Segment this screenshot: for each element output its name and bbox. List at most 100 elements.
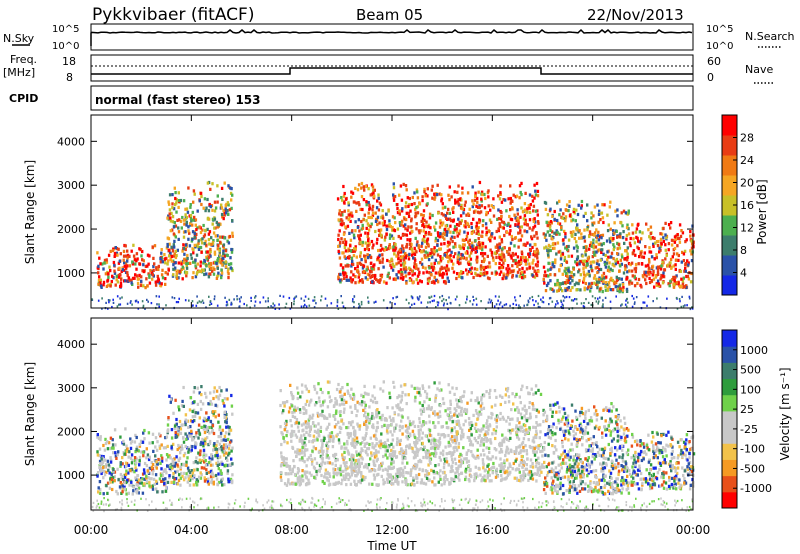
data-cell bbox=[158, 444, 161, 448]
data-cell bbox=[511, 251, 514, 256]
data-cell bbox=[342, 410, 346, 414]
data-cell bbox=[201, 237, 204, 241]
data-cell bbox=[401, 454, 404, 458]
data-cell bbox=[187, 237, 190, 241]
data-cell bbox=[672, 285, 676, 289]
data-cell bbox=[638, 255, 641, 259]
data-cell bbox=[376, 421, 379, 425]
data-cell bbox=[343, 238, 346, 242]
data-cell bbox=[673, 282, 676, 286]
data-cell bbox=[445, 264, 449, 268]
data-cell bbox=[536, 213, 539, 217]
data-cell bbox=[449, 253, 452, 258]
data-cell bbox=[622, 285, 625, 290]
data-cell bbox=[553, 231, 556, 235]
data-cell bbox=[633, 267, 636, 271]
data-cell bbox=[379, 387, 382, 391]
data-cell bbox=[593, 274, 597, 278]
data-cell bbox=[138, 478, 141, 482]
data-cell bbox=[575, 281, 578, 285]
data-cell bbox=[184, 213, 187, 217]
data-cell bbox=[194, 275, 198, 279]
data-cell bbox=[496, 243, 499, 247]
data-cell bbox=[364, 276, 367, 280]
data-cell bbox=[574, 232, 577, 236]
data-cell bbox=[218, 260, 221, 264]
data-cell bbox=[166, 216, 169, 220]
data-cell bbox=[146, 298, 148, 301]
data-cell bbox=[192, 483, 195, 487]
data-cell bbox=[474, 209, 477, 213]
data-cell bbox=[342, 184, 345, 189]
data-cell bbox=[160, 467, 163, 471]
data-cell bbox=[200, 466, 204, 470]
data-cell bbox=[661, 281, 665, 285]
data-cell bbox=[189, 474, 192, 478]
data-cell bbox=[567, 244, 570, 249]
data-cell bbox=[254, 295, 257, 298]
data-cell bbox=[356, 261, 359, 266]
data-cell bbox=[199, 399, 202, 404]
data-cell bbox=[517, 259, 521, 263]
data-cell bbox=[161, 473, 165, 477]
colorbar-tick-label: 8 bbox=[740, 244, 747, 257]
data-cell bbox=[330, 431, 334, 435]
data-cell bbox=[193, 260, 197, 264]
data-cell bbox=[528, 252, 531, 256]
data-cell bbox=[398, 248, 402, 252]
data-cell bbox=[476, 255, 479, 259]
data-cell bbox=[113, 475, 116, 479]
data-cell bbox=[335, 409, 338, 413]
data-cell bbox=[111, 476, 115, 480]
data-cell bbox=[491, 232, 494, 236]
data-cell bbox=[627, 211, 630, 215]
data-cell bbox=[391, 226, 394, 230]
data-cell bbox=[363, 436, 367, 440]
data-cell bbox=[608, 205, 611, 209]
data-cell bbox=[158, 305, 160, 308]
data-cell bbox=[549, 267, 552, 271]
data-cell bbox=[185, 207, 189, 211]
data-cell bbox=[689, 234, 692, 238]
data-cell bbox=[501, 247, 504, 251]
data-cell bbox=[546, 213, 550, 217]
data-cell bbox=[570, 299, 573, 302]
data-cell bbox=[207, 238, 211, 242]
data-cell bbox=[131, 276, 135, 280]
data-cell bbox=[559, 263, 562, 268]
data-cell bbox=[425, 476, 429, 480]
data-cell bbox=[436, 280, 440, 284]
data-cell bbox=[414, 455, 417, 459]
data-cell bbox=[367, 296, 369, 299]
data-cell bbox=[431, 438, 434, 442]
data-cell bbox=[584, 250, 587, 254]
data-cell bbox=[402, 263, 406, 267]
data-cell bbox=[479, 246, 482, 250]
data-cell bbox=[296, 471, 300, 475]
data-cell bbox=[100, 457, 103, 461]
data-cell bbox=[601, 274, 604, 278]
data-cell bbox=[500, 252, 504, 256]
data-cell bbox=[391, 450, 394, 454]
data-cell bbox=[547, 249, 550, 253]
data-cell bbox=[453, 235, 456, 239]
data-cell bbox=[209, 250, 212, 254]
data-cell bbox=[466, 298, 468, 301]
data-cell bbox=[537, 221, 540, 225]
data-cell bbox=[511, 269, 515, 273]
data-cell bbox=[628, 280, 631, 284]
data-cell bbox=[502, 226, 505, 230]
data-cell bbox=[344, 477, 347, 481]
data-cell bbox=[600, 236, 603, 240]
data-cell bbox=[591, 221, 594, 225]
data-cell bbox=[471, 205, 474, 209]
data-cell bbox=[98, 275, 101, 279]
data-cell bbox=[203, 272, 206, 277]
data-cell bbox=[372, 473, 376, 477]
data-cell bbox=[117, 450, 120, 454]
data-cell bbox=[212, 431, 216, 436]
data-cell bbox=[517, 231, 520, 235]
data-cell bbox=[599, 267, 603, 272]
data-cell bbox=[572, 299, 575, 302]
data-cell bbox=[606, 229, 610, 233]
